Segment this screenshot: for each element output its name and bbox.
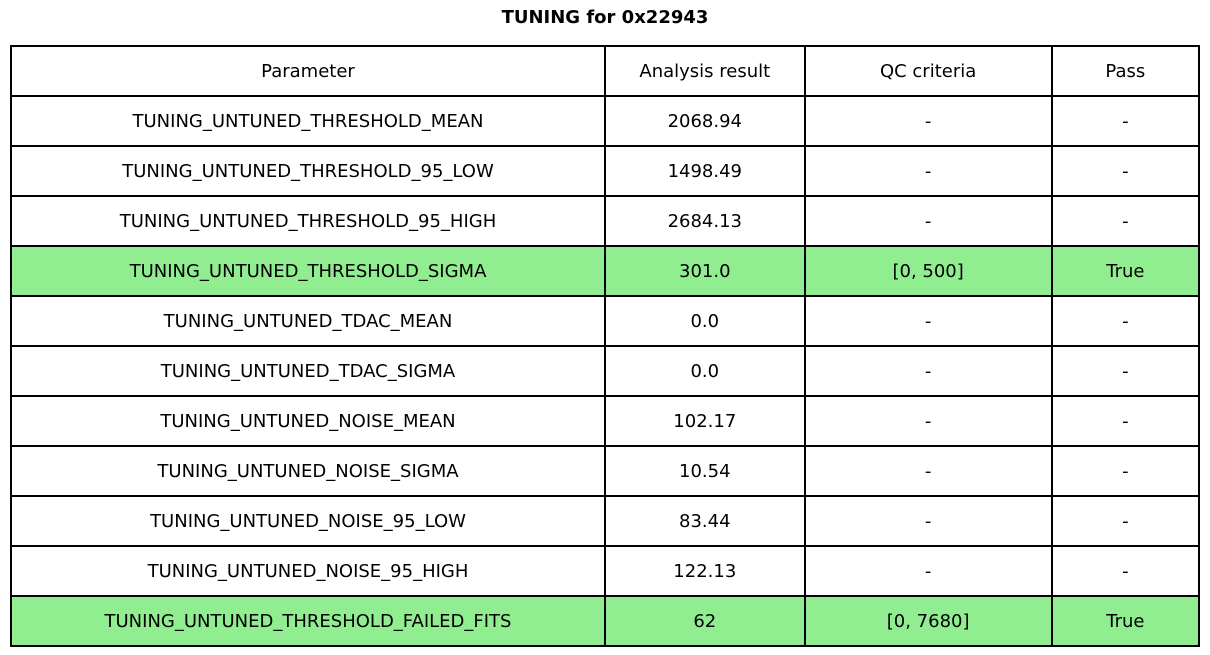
qc-criteria-cell: [0, 7680] [803,595,1053,647]
qc-criteria-cell: - [803,395,1053,447]
analysis-result-cell: 62 [604,595,806,647]
analysis-result-cell: 0.0 [604,345,806,397]
parameter-cell: TUNING_UNTUNED_NOISE_95_HIGH [10,545,606,597]
table-row: TUNING_UNTUNED_NOISE_95_HIGH 122.13- - [10,545,1201,597]
table-row: TUNING_UNTUNED_TDAC_SIGMA 0.0- - [10,345,1201,397]
qc-criteria-cell: [0, 500] [803,245,1053,297]
parameter-cell: TUNING_UNTUNED_THRESHOLD_FAILED_FITS [10,595,606,647]
qc-criteria-cell: - [803,95,1053,147]
analysis-result-cell: 2684.13 [604,195,806,247]
analysis-result-cell: 83.44 [604,495,806,547]
parameter-cell: TUNING_UNTUNED_TDAC_MEAN [10,295,606,347]
table-header: Parameter Analysis result QC criteria Pa… [10,45,1201,97]
parameter-cell: TUNING_UNTUNED_THRESHOLD_95_HIGH [10,195,606,247]
pass-cell: - [1050,395,1201,447]
table-row: TUNING_UNTUNED_THRESHOLD_FAILED_FITS 62 [0… [10,595,1201,647]
pass-cell: - [1050,95,1201,147]
parameter-cell: TUNING_UNTUNED_NOISE_SIGMA [10,445,606,497]
column-header-pass: Pass [1050,45,1201,97]
pass-cell: - [1050,195,1201,247]
analysis-result-cell: 301.0 [604,245,806,297]
analysis-result-cell: 1498.49 [604,145,806,197]
table-row: TUNING_UNTUNED_NOISE_95_LOW 83.44- - [10,495,1201,547]
analysis-result-cell: 0.0 [604,295,806,347]
header-row: Parameter Analysis result QC criteria Pa… [10,45,1201,97]
parameter-cell: TUNING_UNTUNED_THRESHOLD_SIGMA [10,245,606,297]
qc-criteria-cell: - [803,445,1053,497]
analysis-result-cell: 102.17 [604,395,806,447]
pass-cell: True [1050,245,1201,297]
pass-cell: - [1050,145,1201,197]
qc-criteria-cell: - [803,345,1053,397]
column-header-parameter: Parameter [10,45,606,97]
table-row: TUNING_UNTUNED_THRESHOLD_MEAN 2068.94- - [10,95,1201,147]
pass-cell: - [1050,295,1201,347]
table-row: TUNING_UNTUNED_NOISE_MEAN 102.17- - [10,395,1201,447]
table-row: TUNING_UNTUNED_THRESHOLD_SIGMA 301.0 [0, 5… [10,245,1201,297]
column-header-qc-criteria: QC criteria [803,45,1053,97]
analysis-result-cell: 10.54 [604,445,806,497]
pass-cell: - [1050,495,1201,547]
table-row: TUNING_UNTUNED_NOISE_SIGMA 10.54- - [10,445,1201,497]
pass-cell: - [1050,345,1201,397]
analysis-result-cell: 2068.94 [604,95,806,147]
qc-criteria-cell: - [803,195,1053,247]
table-row: TUNING_UNTUNED_THRESHOLD_95_HIGH 2684.13-… [10,195,1201,247]
column-header-analysis-result: Analysis result [604,45,806,97]
table-body: TUNING_UNTUNED_THRESHOLD_MEAN 2068.94- - TU… [10,95,1201,647]
qc-criteria-cell: - [803,545,1053,597]
parameter-cell: TUNING_UNTUNED_TDAC_SIGMA [10,345,606,397]
figure-title: TUNING for 0x22943 [501,7,709,28]
analysis-result-cell: 122.13 [604,545,806,597]
parameter-cell: TUNING_UNTUNED_THRESHOLD_MEAN [10,95,606,147]
qc-criteria-cell: - [803,145,1053,197]
pass-cell: - [1050,445,1201,497]
pass-cell: True [1050,595,1201,647]
qc-criteria-cell: - [803,495,1053,547]
table-row: TUNING_UNTUNED_THRESHOLD_95_LOW 1498.49- - [10,145,1201,197]
qc-criteria-cell: - [803,295,1053,347]
parameter-cell: TUNING_UNTUNED_NOISE_MEAN [10,395,606,447]
parameter-cell: TUNING_UNTUNED_NOISE_95_LOW [10,495,606,547]
table-row: TUNING_UNTUNED_TDAC_MEAN 0.0- - [10,295,1201,347]
parameter-cell: TUNING_UNTUNED_THRESHOLD_95_LOW [10,145,606,197]
pass-cell: - [1050,545,1201,597]
qc-results-table: Parameter Analysis result QC criteria Pa… [10,45,1201,647]
